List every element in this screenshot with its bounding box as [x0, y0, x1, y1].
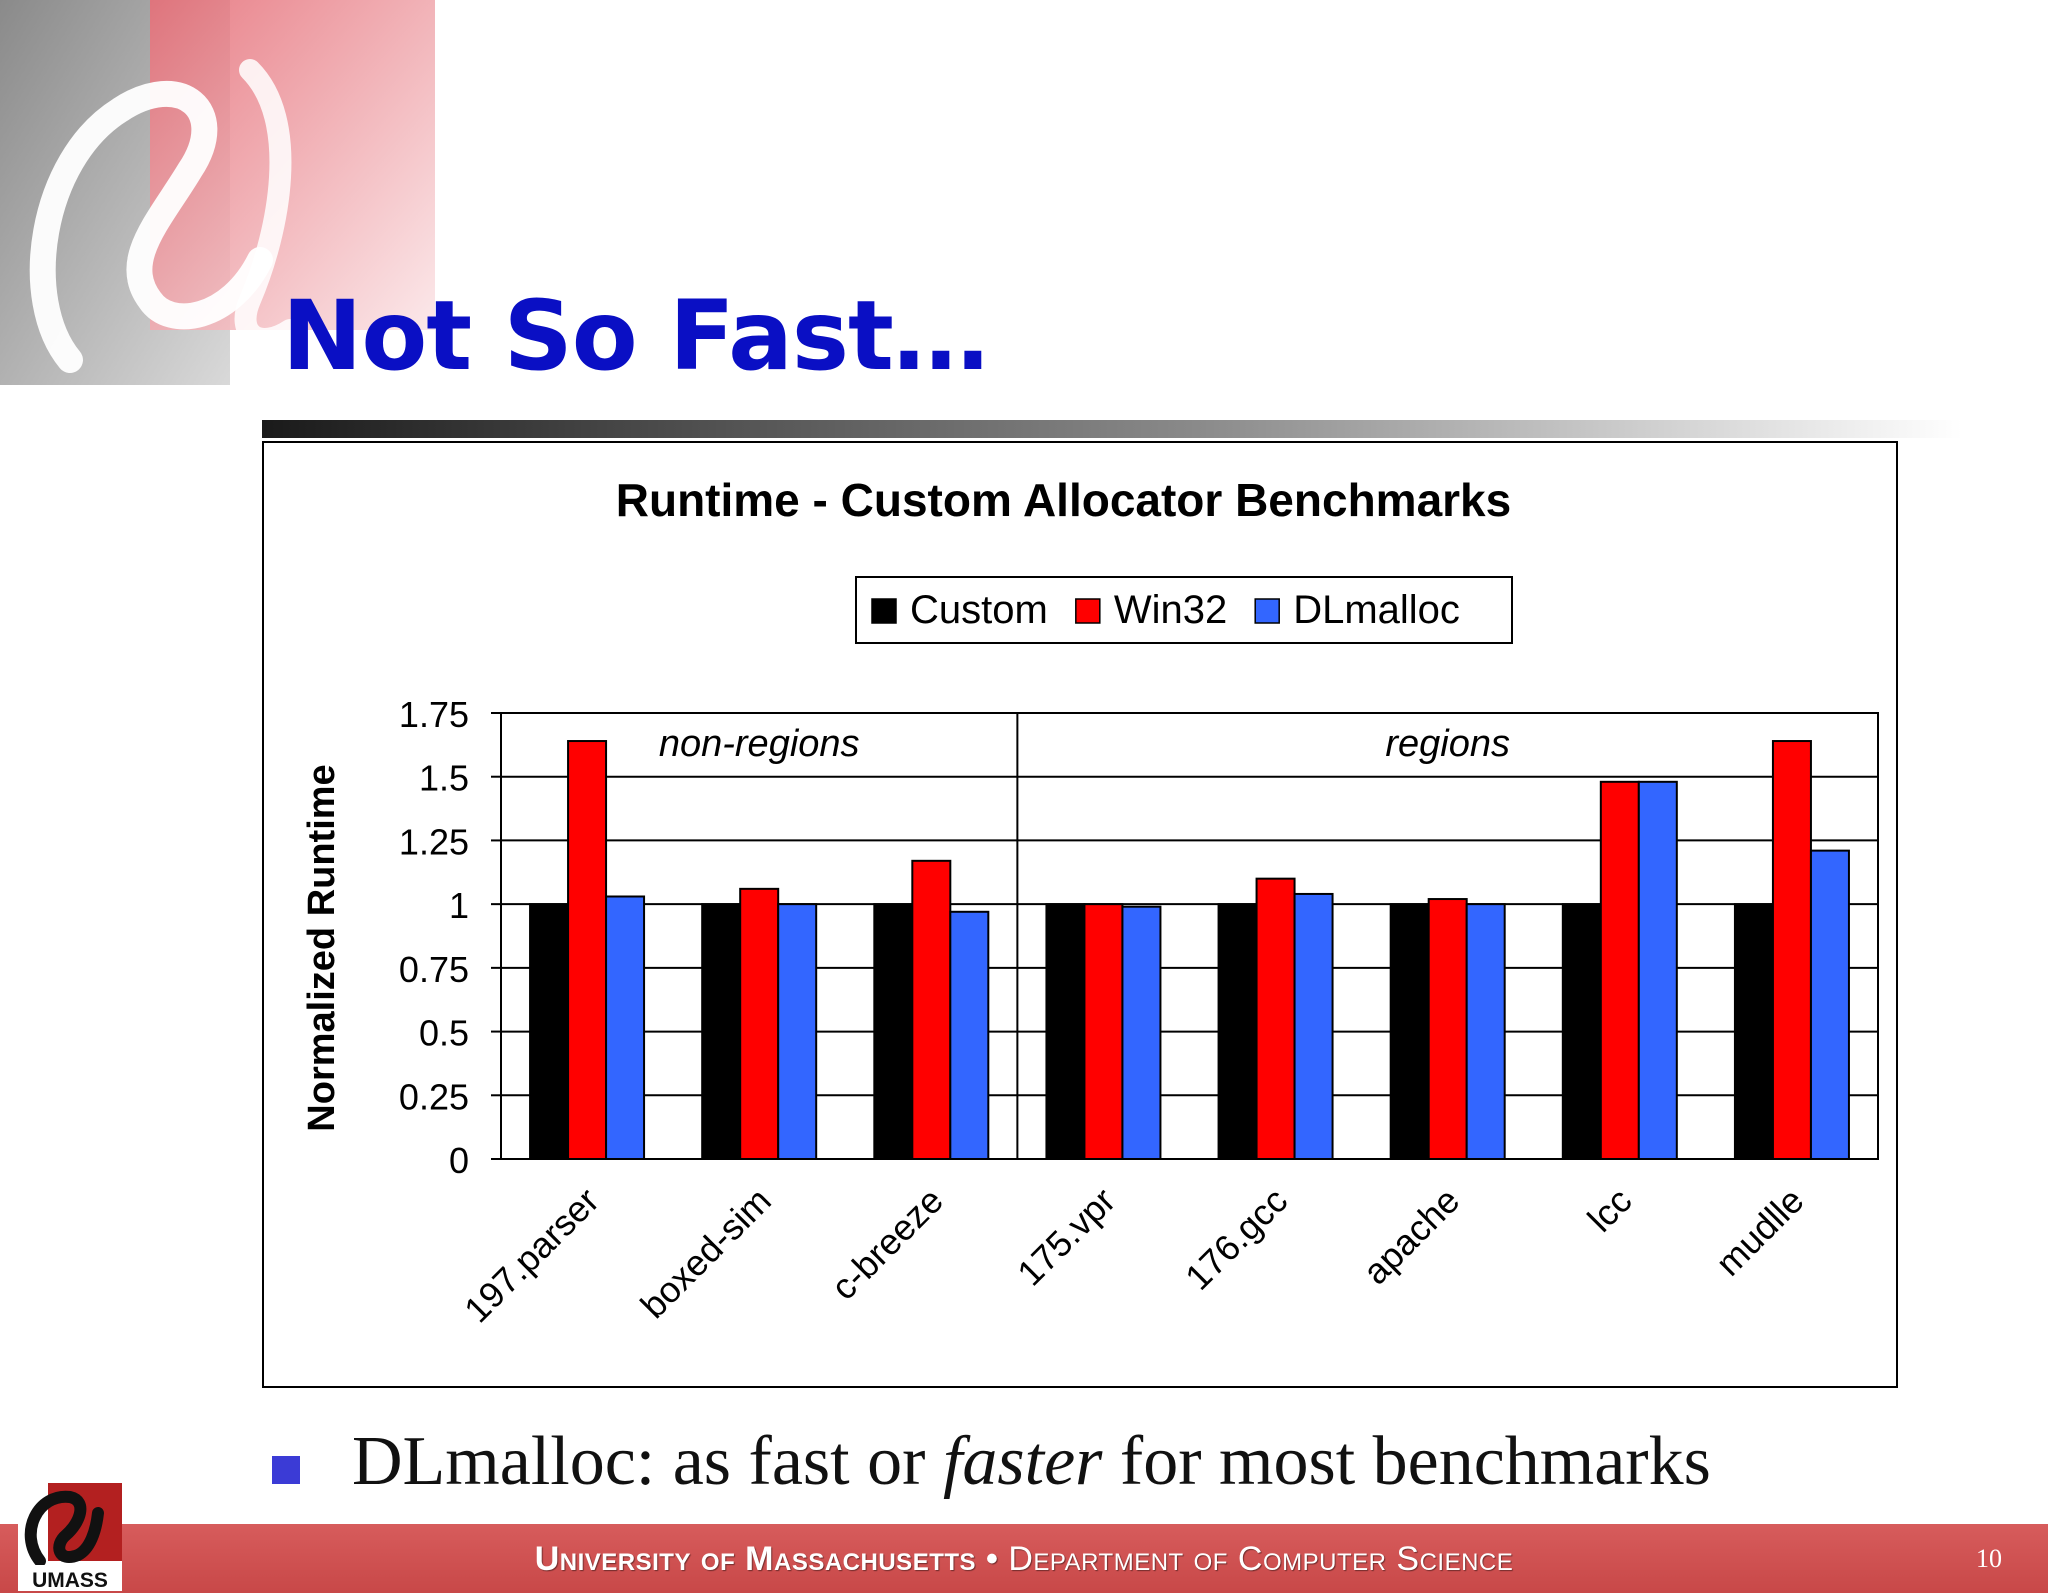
y-tick-label: 0: [449, 1140, 469, 1181]
group-label-non-regions: non-regions: [659, 723, 860, 765]
y-tick-label: 0.75: [399, 949, 469, 990]
bar-dlmalloc-197-parser: [605, 895, 646, 1160]
x-tick-label: c-breeze: [823, 1180, 951, 1308]
title-divider: [262, 420, 1962, 438]
bar-win32-apache: [1427, 898, 1468, 1160]
page-number: 10: [1976, 1544, 2002, 1573]
umass-logo: UMASS: [18, 1483, 122, 1591]
bar-chart: Runtime - Custom Allocator Benchmarks Cus…: [301, 474, 1879, 1331]
y-tick-label: 1.25: [399, 821, 469, 862]
group-label-regions: regions: [1385, 723, 1510, 765]
bar-dlmalloc-176-gcc: [1293, 892, 1334, 1160]
bar-dlmalloc-boxed-sim: [777, 903, 818, 1160]
bar-custom-175-vpr: [1045, 903, 1086, 1160]
bullet-marker: [272, 1456, 300, 1484]
x-tick-label: 176.gcc: [1177, 1180, 1295, 1298]
bar-custom-lcc: [1561, 903, 1602, 1160]
plot-area-border: [500, 712, 1879, 1160]
bar-dlmalloc-c-breeze: [949, 910, 990, 1160]
legend-swatch-win32: [1075, 598, 1101, 624]
x-tick-label: mudlle: [1708, 1180, 1812, 1284]
bar-win32-197-parser: [567, 740, 608, 1160]
y-tick-label: 1.5: [419, 758, 469, 799]
legend-swatch-custom: [871, 598, 897, 624]
bullet-text-suffix: for most benchmarks: [1102, 1423, 1711, 1500]
bar-dlmalloc-175-vpr: [1121, 905, 1162, 1161]
bullet-text-emphasis: faster: [942, 1423, 1103, 1500]
bar-custom-apache: [1389, 903, 1430, 1160]
y-tick-label: 0.5: [419, 1013, 469, 1054]
bar-win32-boxed-sim: [739, 887, 780, 1160]
bar-custom-176-gcc: [1217, 903, 1258, 1160]
chart-frame: Runtime - Custom Allocator Benchmarks Cus…: [262, 441, 1898, 1388]
bar-dlmalloc-lcc: [1637, 780, 1678, 1160]
chart-legend-box: [855, 576, 1513, 644]
slide-title: Not So Fast…: [282, 280, 989, 392]
bar-win32-176-gcc: [1255, 877, 1296, 1160]
x-tick-label: 175.vpr: [1009, 1180, 1123, 1294]
x-tick-label: apache: [1355, 1180, 1468, 1293]
bullet-text-prefix: DLmalloc: as fast or: [352, 1423, 943, 1500]
legend-label-win32: Win32: [1114, 588, 1227, 632]
bar-custom-c-breeze: [873, 903, 914, 1160]
x-tick-label: 197.parser: [456, 1180, 607, 1331]
bar-win32-c-breeze: [911, 859, 952, 1160]
x-tick-label: boxed-sim: [632, 1180, 778, 1326]
legend-label-dlmalloc: DLmalloc: [1293, 588, 1460, 632]
footer-university: University of Massachusetts: [534, 1540, 977, 1578]
y-tick-label: 1.75: [399, 694, 469, 735]
bar-custom-mudlle: [1733, 903, 1774, 1160]
bullet-text: DLmalloc: as fast or faster for most ben…: [352, 1422, 1711, 1502]
y-tick-label: 0.25: [399, 1076, 469, 1117]
legend-label-custom: Custom: [910, 588, 1048, 632]
bar-dlmalloc-apache: [1465, 903, 1506, 1160]
bar-win32-175-vpr: [1083, 903, 1124, 1160]
footer-bar: University of Massachusetts • Department…: [0, 1524, 2048, 1593]
y-tick-label: 1: [449, 885, 469, 926]
umass-watermark-logo: [0, 0, 435, 385]
bar-custom-boxed-sim: [701, 903, 742, 1160]
y-axis-label: Normalized Runtime: [301, 764, 343, 1131]
bar-dlmalloc-mudlle: [1809, 849, 1850, 1160]
footer-text: University of Massachusetts • Department…: [0, 1540, 2048, 1579]
bar-win32-mudlle: [1771, 740, 1812, 1160]
bar-custom-197-parser: [529, 903, 570, 1160]
legend-swatch-dlmalloc: [1254, 598, 1280, 624]
footer-separator: •: [985, 1540, 999, 1578]
chart-title: Runtime - Custom Allocator Benchmarks: [616, 474, 1511, 526]
footer-department: Department of Computer Science: [1008, 1540, 1514, 1578]
umass-logo-text: UMASS: [32, 1569, 108, 1591]
bar-win32-lcc: [1599, 780, 1640, 1160]
x-tick-label: lcc: [1579, 1180, 1639, 1240]
